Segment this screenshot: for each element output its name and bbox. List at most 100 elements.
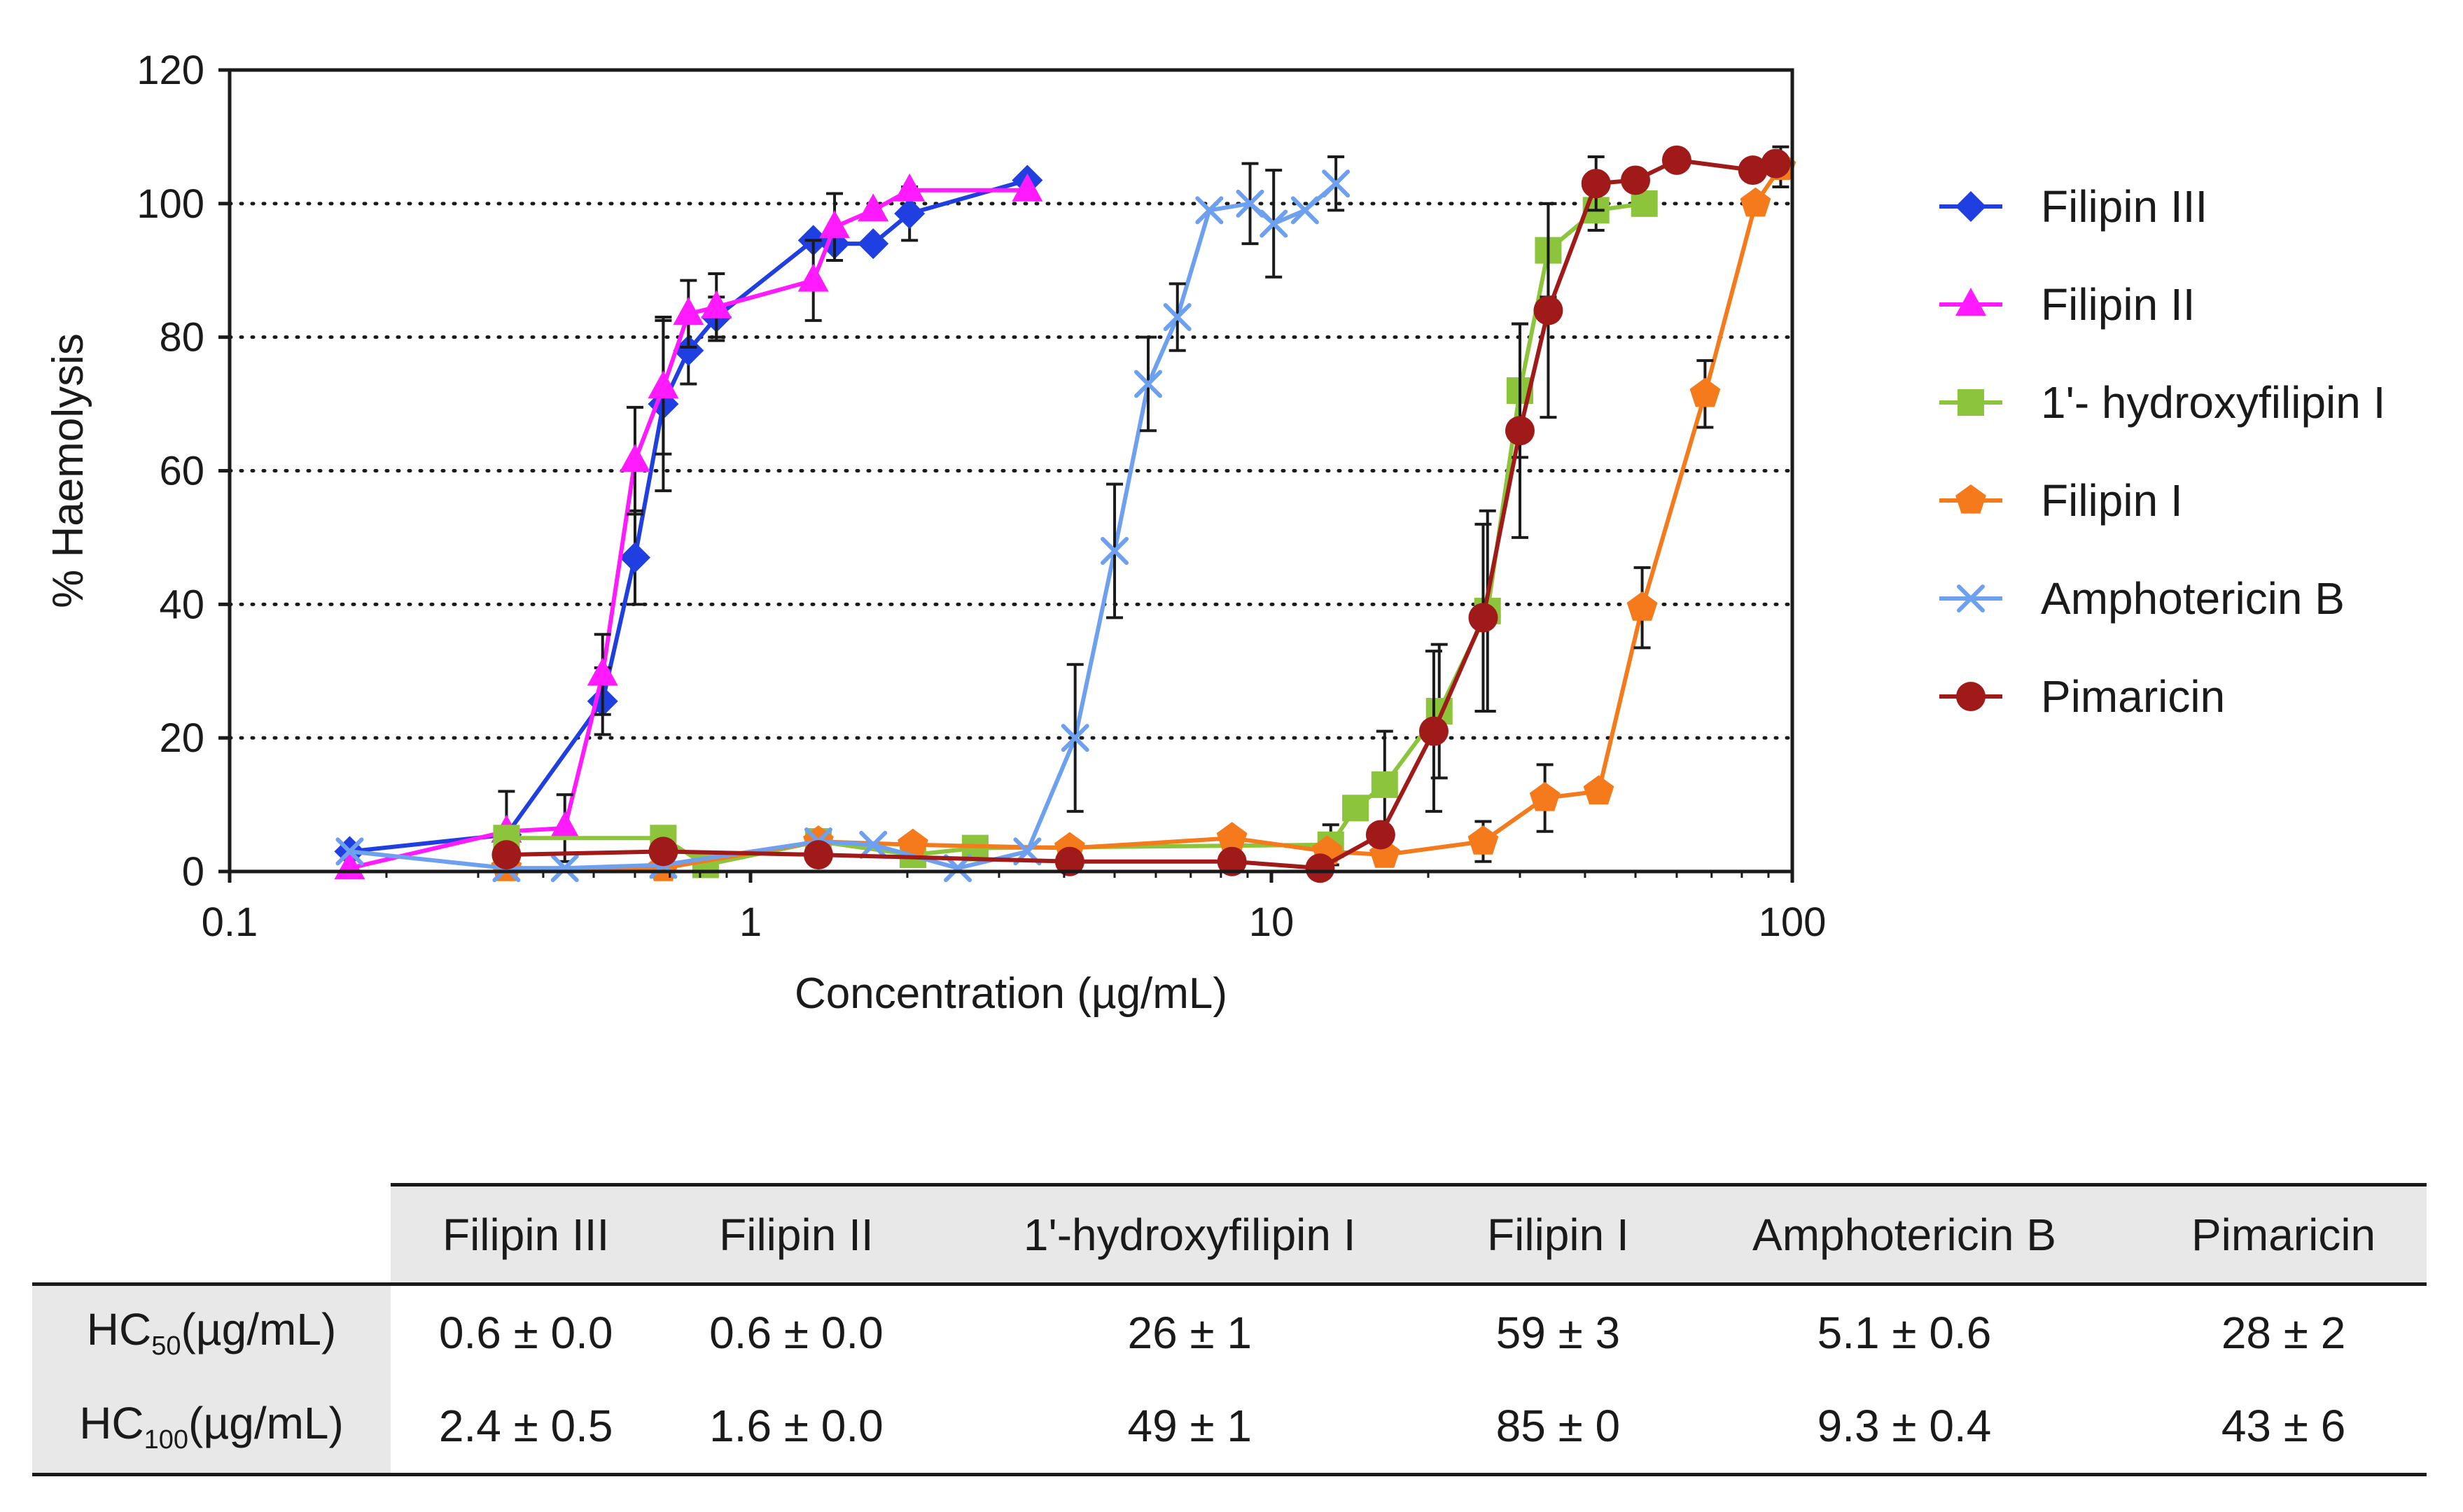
table-header-cell: Filipin I <box>1447 1183 1668 1286</box>
data-point <box>1290 196 1319 225</box>
data-point <box>648 836 678 867</box>
series-line <box>349 181 1338 871</box>
row-label-subscript: 100 <box>144 1424 189 1455</box>
data-point <box>1529 782 1561 811</box>
axis-ticks: 0 20 40 60 80 100 120 0.1 1 10 100 <box>137 48 1826 945</box>
data-point <box>894 173 926 202</box>
data-point <box>1371 771 1398 798</box>
table-row-hc100: HC100(µg/mL) 2.4 ± 0.5 1.6 ± 0.0 49 ± 1 … <box>32 1379 2427 1476</box>
data-point <box>648 370 679 399</box>
data-point <box>587 657 618 686</box>
data-point <box>1217 846 1247 876</box>
data-point <box>619 542 650 573</box>
legend-marker <box>1955 288 1986 316</box>
legend-label: Filipin III <box>2041 181 2207 232</box>
marker-stroke <box>1957 584 1985 612</box>
data-point <box>1661 145 1691 175</box>
row-label-hc100: HC100(µg/mL) <box>32 1379 391 1476</box>
data-point <box>1101 537 1129 565</box>
marker-stroke <box>1322 169 1351 198</box>
y-tick-label: 40 <box>159 582 204 627</box>
data-point <box>898 828 928 858</box>
data-point <box>1581 169 1611 199</box>
x-tick-label: 100 <box>1759 899 1827 945</box>
table-cell: 85 ± 0 <box>1447 1379 1668 1476</box>
y-tick-label: 80 <box>159 315 204 360</box>
data-point <box>491 840 522 870</box>
marker-stroke <box>859 830 888 859</box>
data-point <box>1061 724 1089 752</box>
legend-marker <box>1955 191 1986 222</box>
data-point <box>1305 853 1335 883</box>
table-cell: 28 ± 2 <box>2221 1307 2346 1358</box>
legend-item: Filipin II <box>1939 279 2196 330</box>
table-cell: 0.6 ± 0.0 <box>709 1307 884 1358</box>
table-cell: 59 ± 3 <box>1495 1307 1621 1358</box>
legend-label: Filipin I <box>2041 475 2183 526</box>
data-point <box>1689 377 1721 407</box>
table-row-hc50: HC50(µg/mL) 0.6 ± 0.0 0.6 ± 0.0 26 ± 1 5… <box>32 1284 2427 1380</box>
series-line <box>506 158 1777 871</box>
table-header-cell: Filipin II <box>661 1183 932 1286</box>
data-point <box>858 193 889 222</box>
y-tick-label: 20 <box>159 715 204 761</box>
x-tick-label: 0.1 <box>202 899 258 945</box>
x-tick-label: 1 <box>739 899 762 945</box>
data-point <box>1505 416 1535 446</box>
data-point <box>701 290 732 318</box>
legend-label: Filipin II <box>2041 279 2196 330</box>
data-point <box>673 297 704 326</box>
data-point <box>1236 189 1264 218</box>
legend-item: Filipin I <box>1939 475 2183 526</box>
data-point <box>1365 820 1395 850</box>
table-cell: 1.6 ± 0.0 <box>661 1379 932 1476</box>
series-layer <box>334 145 1796 883</box>
data-point <box>1322 169 1351 198</box>
marker-stroke <box>1260 209 1288 238</box>
data-point <box>1583 775 1614 805</box>
data-point <box>550 854 579 883</box>
data-point <box>549 811 580 839</box>
table-cell: 5.1 ± 0.6 <box>1817 1307 1992 1358</box>
legend-marker <box>1956 682 1986 711</box>
legend-marker <box>1958 389 1984 416</box>
table-header-cell: Amphotericin B <box>1668 1183 2141 1286</box>
table-header-cell: Filipin III <box>391 1183 662 1286</box>
table-cell: 9.3 ± 0.4 <box>1668 1379 2141 1476</box>
data-point <box>819 210 851 239</box>
series-amphotericin-b <box>335 155 1351 883</box>
x-axis-title: Concentration (µg/mL) <box>795 969 1227 1018</box>
marker-stroke <box>1195 196 1224 225</box>
data-point <box>1533 295 1563 326</box>
table-header-cell: 1'-hydroxyfilipin I <box>931 1183 1448 1286</box>
y-axis-title: % Haemolysis <box>44 333 92 608</box>
table-header-row: Filipin III Filipin II 1'-hydroxyfilipin… <box>32 1183 2427 1286</box>
data-point <box>797 263 829 292</box>
data-point <box>1342 794 1369 822</box>
marker-stroke <box>1163 303 1192 332</box>
table-cell: 43 ± 6 <box>2140 1379 2427 1476</box>
table-corner-cell <box>32 1184 391 1286</box>
legend-label: Pimaricin <box>2041 671 2225 722</box>
data-point <box>1467 825 1499 855</box>
series-filipin-i <box>491 145 1796 881</box>
series-filipin-iii <box>334 164 1043 867</box>
marker-stroke <box>1236 189 1264 218</box>
table-cell: 2.4 ± 0.5 <box>391 1379 662 1476</box>
data-point <box>1738 155 1768 186</box>
data-point <box>1740 187 1771 217</box>
data-point <box>1216 822 1248 851</box>
marker-stroke <box>1290 196 1319 225</box>
legend-item: Amphotericin B <box>1939 573 2345 624</box>
hc-values-table: Filipin III Filipin II 1'-hydroxyfilipin… <box>32 1183 2427 1476</box>
data-point <box>858 228 889 260</box>
data-point <box>673 335 704 366</box>
row-label-hc50: HC50(µg/mL) <box>32 1284 391 1380</box>
data-point <box>1133 370 1162 398</box>
data-point <box>1761 148 1791 178</box>
data-point <box>1418 716 1449 746</box>
marker-stroke <box>1101 537 1129 565</box>
data-point <box>1468 603 1498 633</box>
table-cell: 26 ± 1 <box>1127 1307 1252 1358</box>
data-point <box>1260 209 1288 238</box>
